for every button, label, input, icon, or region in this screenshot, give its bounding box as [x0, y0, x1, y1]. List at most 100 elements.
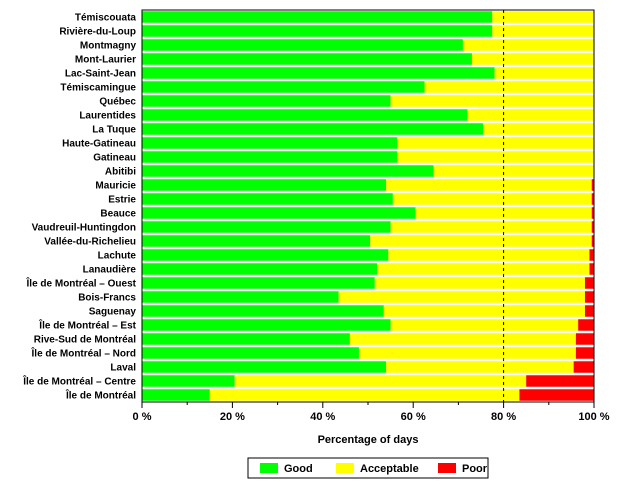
- x-axis: 0 % 20 % 40 % 60 % 80 % 100 %: [133, 9, 610, 423]
- bar-poor-14: [591, 207, 594, 219]
- bar-acceptable-26: [234, 375, 527, 387]
- category-label: Haute-Gatineau: [62, 139, 136, 150]
- bar-poor-19: [584, 277, 594, 289]
- category-label: Rive-Sud de Montréal: [34, 335, 136, 346]
- legend-label-poor: Poor: [462, 463, 488, 475]
- bar-poor-21: [584, 305, 594, 317]
- bar-acceptable-1: [492, 25, 594, 37]
- category-label: Gatineau: [93, 153, 136, 164]
- category-label: Mont-Laurier: [75, 55, 136, 66]
- bar-good-16: [142, 235, 371, 247]
- x-tick-label: 60 %: [401, 411, 426, 423]
- x-tick-label: 0 %: [133, 411, 152, 423]
- bar-poor-15: [591, 221, 594, 233]
- category-label: Mauricie: [95, 181, 136, 192]
- category-label: Laurentides: [79, 111, 136, 122]
- bar-good-10: [142, 151, 398, 163]
- bar-group: [142, 11, 594, 401]
- category-label: Lachute: [98, 251, 137, 262]
- bar-acceptable-24: [358, 347, 576, 359]
- bar-good-5: [142, 81, 425, 93]
- bar-good-20: [142, 291, 339, 303]
- bar-acceptable-6: [390, 95, 594, 107]
- bar-good-15: [142, 221, 391, 233]
- bar-good-26: [142, 375, 235, 387]
- bar-good-22: [142, 319, 391, 331]
- bar-poor-17: [589, 249, 594, 261]
- legend: Good Acceptable Poor: [247, 457, 489, 479]
- x-tick-label: 40 %: [310, 411, 335, 423]
- legend-label-acceptable: Acceptable: [360, 463, 419, 475]
- bar-good-25: [142, 361, 387, 373]
- category-label: Lanaudière: [83, 265, 137, 276]
- bar-acceptable-21: [383, 305, 585, 317]
- legend-swatch-poor: [438, 463, 456, 473]
- bar-acceptable-14: [415, 207, 592, 219]
- bar-acceptable-4: [494, 67, 594, 79]
- bar-good-2: [142, 39, 463, 51]
- bar-poor-16: [591, 235, 594, 247]
- legend-box: [247, 457, 489, 479]
- bar-acceptable-2: [462, 39, 594, 51]
- bar-good-8: [142, 123, 484, 135]
- bar-acceptable-12: [386, 179, 592, 191]
- legend-swatch-good: [260, 463, 278, 473]
- bar-poor-22: [578, 319, 594, 331]
- category-label: Bois-Francs: [78, 293, 136, 304]
- bar-good-14: [142, 207, 416, 219]
- bar-good-4: [142, 67, 495, 79]
- legend-swatch-acceptable: [336, 463, 354, 473]
- bar-acceptable-19: [374, 277, 585, 289]
- bar-acceptable-25: [386, 361, 574, 373]
- category-label: Témiscouata: [75, 13, 137, 24]
- bar-poor-27: [519, 389, 594, 401]
- category-label: Beauce: [100, 209, 136, 220]
- category-label: La Tuque: [92, 125, 136, 136]
- x-tick-label: 20 %: [220, 411, 245, 423]
- legend-label-good: Good: [284, 463, 313, 475]
- bar-poor-12: [591, 179, 594, 191]
- bar-acceptable-11: [433, 165, 594, 177]
- category-label: Québec: [99, 97, 136, 108]
- category-label: Île de Montréal – Est: [38, 319, 136, 332]
- bar-poor-26: [526, 375, 594, 387]
- bar-acceptable-20: [338, 291, 585, 303]
- bar-poor-23: [575, 333, 594, 345]
- bar-good-13: [142, 193, 393, 205]
- bar-good-1: [142, 25, 493, 37]
- bar-poor-20: [584, 291, 594, 303]
- bar-good-24: [142, 347, 359, 359]
- bar-good-18: [142, 263, 378, 275]
- x-axis-title: Percentage of days: [318, 434, 419, 446]
- category-label: Lac-Saint-Jean: [65, 69, 136, 80]
- bar-acceptable-3: [471, 53, 594, 65]
- bar-good-3: [142, 53, 472, 65]
- bar-good-6: [142, 95, 391, 107]
- bar-good-19: [142, 277, 375, 289]
- x-tick-label: 80 %: [491, 411, 516, 423]
- bar-good-23: [142, 333, 350, 345]
- bar-good-27: [142, 389, 210, 401]
- category-label: Île de Montréal – Centre: [22, 375, 136, 388]
- bar-acceptable-7: [467, 109, 594, 121]
- bar-acceptable-5: [424, 81, 594, 93]
- bar-good-12: [142, 179, 387, 191]
- category-label: Montmagny: [80, 41, 137, 52]
- bar-acceptable-13: [392, 193, 592, 205]
- bar-good-11: [142, 165, 434, 177]
- bar-acceptable-27: [209, 389, 520, 401]
- category-label: Abitibi: [105, 167, 136, 178]
- bar-good-7: [142, 109, 468, 121]
- bar-good-9: [142, 137, 398, 149]
- bar-good-17: [142, 249, 389, 261]
- bar-good-21: [142, 305, 384, 317]
- bar-acceptable-8: [483, 123, 594, 135]
- category-label: Laval: [110, 363, 136, 374]
- category-label: Estrie: [108, 195, 136, 206]
- bar-acceptable-16: [370, 235, 592, 247]
- bar-poor-24: [575, 347, 594, 359]
- category-label: Saguenay: [89, 307, 137, 318]
- category-labels: Témiscouata Rivière-du-Loup Montmagny Mont-…: [22, 13, 136, 402]
- category-label: Île de Montréal – Nord: [31, 347, 136, 360]
